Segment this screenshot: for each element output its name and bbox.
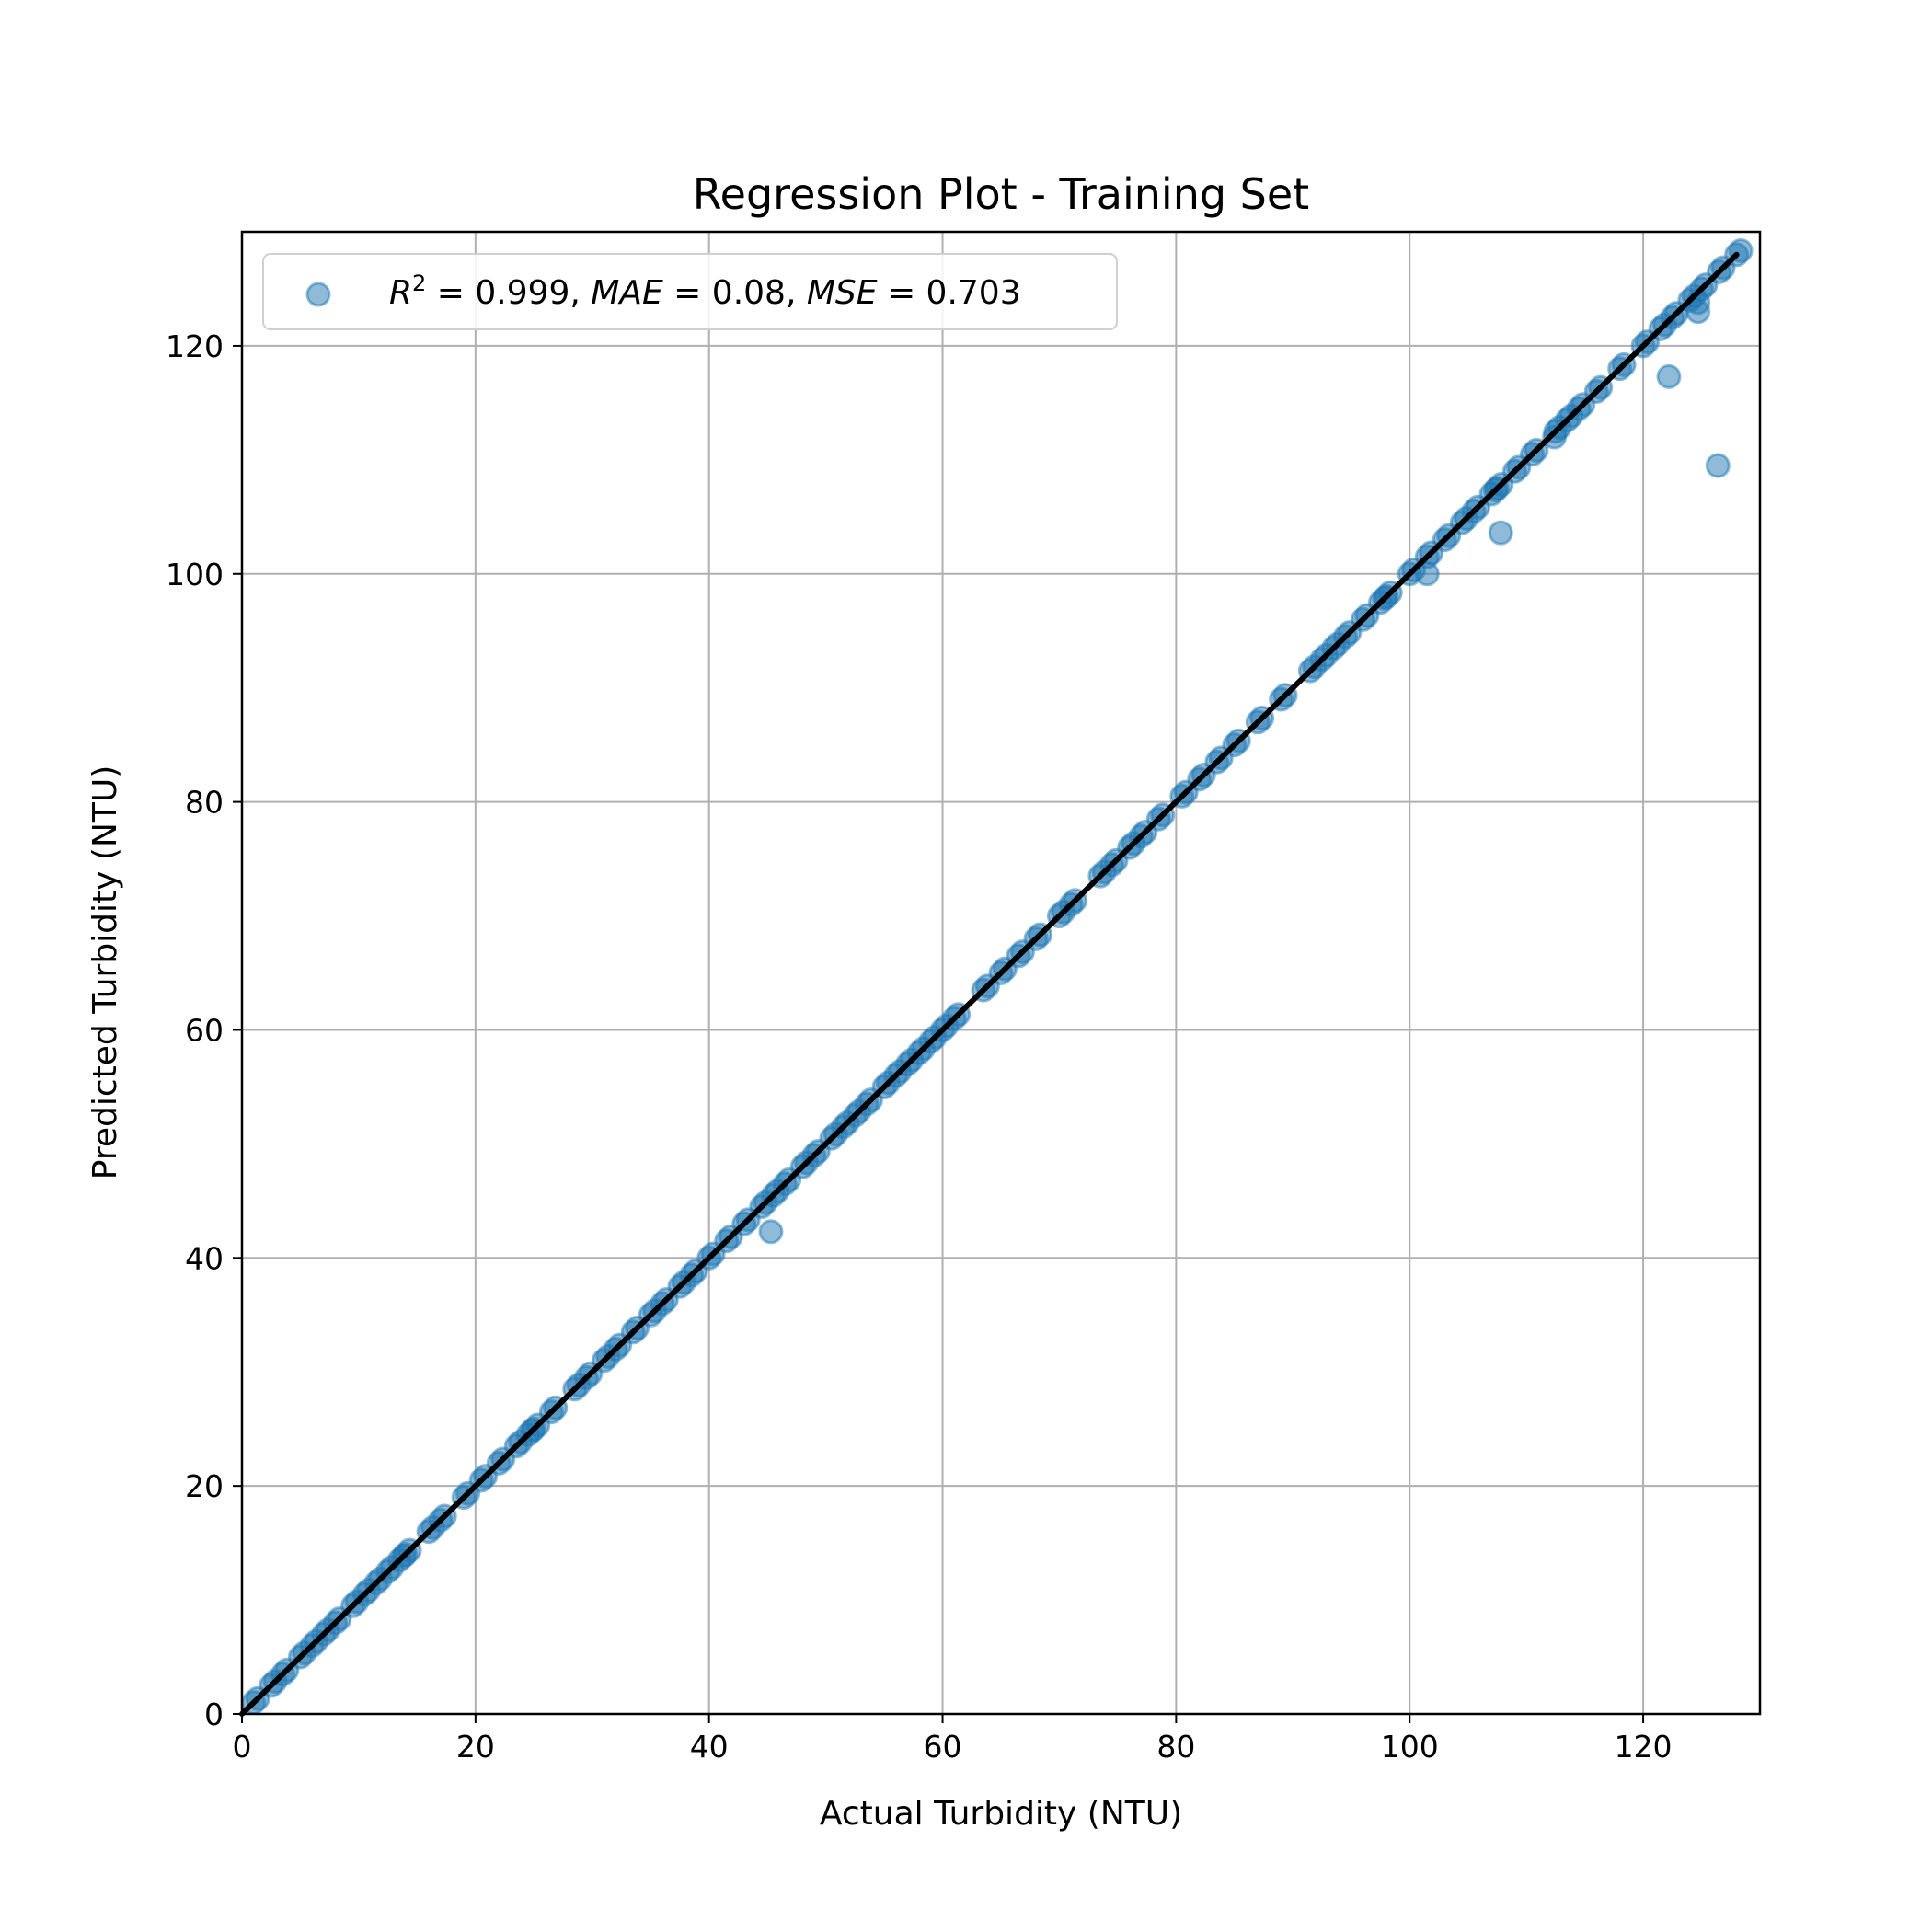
y-tick-label: 80 bbox=[185, 785, 224, 821]
x-tick-label: 60 bbox=[924, 1729, 962, 1765]
y-tick-label: 0 bbox=[204, 1696, 224, 1732]
outlier-point bbox=[758, 1219, 784, 1245]
plot-frame bbox=[240, 230, 1762, 1716]
y-axis-label: Predicted Turbidity (NTU) bbox=[86, 765, 124, 1180]
legend-text: R2 = 0.999, MAE = 0.08, MSE = 0.703 bbox=[389, 270, 1021, 312]
x-tick-label: 0 bbox=[233, 1729, 252, 1765]
y-tick-label: 20 bbox=[185, 1468, 224, 1504]
outlier-point bbox=[1488, 520, 1513, 546]
x-tick-label: 80 bbox=[1156, 1729, 1195, 1765]
y-tick-label: 120 bbox=[166, 328, 224, 364]
x-axis-label: Actual Turbidity (NTU) bbox=[820, 1795, 1182, 1833]
fit-line-layer bbox=[239, 251, 1740, 1717]
y-tick-label: 100 bbox=[166, 557, 224, 592]
legend-marker bbox=[305, 282, 331, 307]
legend-box bbox=[262, 253, 1118, 330]
outlier-point bbox=[1414, 561, 1440, 587]
y-tick-label: 40 bbox=[185, 1240, 224, 1276]
chart-title: Regression Plot - Training Set bbox=[693, 169, 1309, 219]
legend-r2-value: = 0.999, bbox=[426, 274, 591, 312]
outlier-point bbox=[1705, 453, 1731, 478]
x-tick-label: 40 bbox=[690, 1729, 729, 1765]
x-tick-label: 120 bbox=[1615, 1729, 1673, 1765]
x-tick-label: 20 bbox=[456, 1729, 495, 1765]
legend: R2 = 0.999, MAE = 0.08, MSE = 0.703 bbox=[262, 253, 1118, 330]
outlier-point bbox=[1656, 363, 1682, 389]
fit-line bbox=[239, 251, 1740, 1717]
legend-r2-exponent: 2 bbox=[412, 270, 426, 296]
x-tick-label: 100 bbox=[1381, 1729, 1439, 1765]
legend-mae-value: = 0.08, bbox=[663, 274, 807, 312]
axis-ticks: 0 20 40 60 80 100 120 0 20 40 60 80 100 120 bbox=[166, 328, 1673, 1765]
legend-mse-value: = 0.703 bbox=[878, 274, 1021, 312]
y-tick-label: 60 bbox=[185, 1012, 224, 1048]
legend-mse-symbol: MSE bbox=[807, 274, 878, 312]
legend-r2-symbol: R bbox=[389, 274, 412, 312]
outlier-point bbox=[1542, 424, 1568, 450]
legend-mae-symbol: MAE bbox=[591, 274, 663, 312]
